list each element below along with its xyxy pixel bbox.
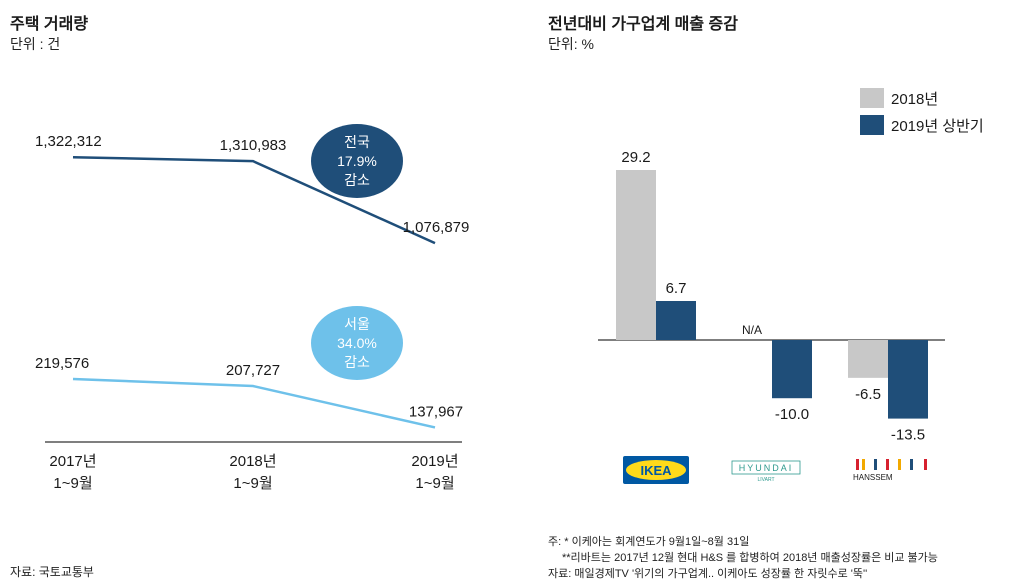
bar-value-label: -6.5 [855, 386, 881, 403]
change-badge [311, 124, 403, 198]
bar-2019h1 [888, 340, 928, 419]
x-tick-label: 2018년 [229, 453, 276, 470]
hanssem-logo-bar [898, 459, 901, 470]
data-label: 137,967 [409, 403, 463, 420]
bar-2019h1 [656, 300, 696, 340]
x-tick-label: 1~9월 [415, 475, 454, 492]
bar-2018 [616, 170, 656, 340]
x-tick-label: 2019년 [411, 453, 458, 470]
change-badge-text: 34.0% [337, 335, 377, 351]
hyundai-logo-text: HYUNDAI [739, 463, 794, 473]
legend-label: 2018년 [891, 91, 938, 108]
hanssem-logo-bar [910, 459, 913, 470]
series-line-national [72, 155, 436, 245]
bar-value-label: 29.2 [621, 149, 650, 166]
hyundai-logo-subtext: LIVART [757, 477, 774, 483]
legend-swatch [860, 88, 884, 108]
change-badge-text: 감소 [344, 354, 370, 370]
ikea-logo-oval [626, 460, 686, 480]
bar-value-label: N/A [742, 323, 762, 337]
right-chart-title: 전년대비 가구업계 매출 증감 [548, 16, 738, 33]
ikea-logo-text: IKEA [640, 463, 672, 478]
bar-value-label: 6.7 [666, 280, 687, 297]
series-line-seoul [72, 377, 436, 429]
footnote-source: 자료: 매일경제TV '위기의 가구업계.. 이케아도 성장률 한 자릿수로 '… [548, 568, 868, 580]
x-tick-label: 2017년 [49, 453, 96, 470]
left-chart-source: 자료: 국토교통부 [10, 565, 94, 579]
hyundai-logo [731, 460, 801, 475]
change-badge [311, 306, 403, 380]
hanssem-logo-bar [856, 459, 859, 470]
data-label: 1,310,983 [220, 137, 287, 154]
legend-label: 2019년 상반기 [891, 118, 984, 135]
x-tick-label: 1~9월 [53, 475, 92, 492]
change-badge-text: 서울 [344, 316, 370, 332]
left-chart-title: 주택 거래량 [10, 16, 89, 33]
data-label: 1,322,312 [35, 133, 102, 150]
hanssem-logo-text: HANSSEM [853, 473, 893, 482]
data-label: 219,576 [35, 355, 89, 372]
bar-value-label: -10.0 [775, 406, 809, 423]
bar-2018 [848, 340, 888, 378]
right-chart-unit: 단위: % [548, 36, 594, 52]
footnote-livart: **리바트는 2017년 12월 현대 H&S 를 합병하여 2018년 매출성… [562, 552, 938, 564]
hanssem-logo-bar [874, 459, 877, 470]
bar-value-label: -13.5 [891, 427, 925, 444]
bar-2019h1 [772, 340, 812, 399]
hanssem-logo-bar [924, 459, 927, 470]
data-label: 1,076,879 [403, 219, 470, 236]
change-badge-text: 17.9% [337, 153, 377, 169]
legend-swatch [860, 115, 884, 135]
hanssem-logo-bar [862, 459, 865, 470]
x-tick-label: 1~9월 [233, 475, 272, 492]
hanssem-logo-bar [886, 459, 889, 470]
footnote-ikea: 주: * 이케아는 회계연도가 9월1일~8월 31일 [548, 536, 750, 548]
left-chart-unit: 단위 : 건 [10, 36, 61, 52]
change-badge-text: 감소 [344, 172, 370, 188]
data-label: 207,727 [226, 362, 280, 379]
change-badge-text: 전국 [344, 134, 370, 150]
